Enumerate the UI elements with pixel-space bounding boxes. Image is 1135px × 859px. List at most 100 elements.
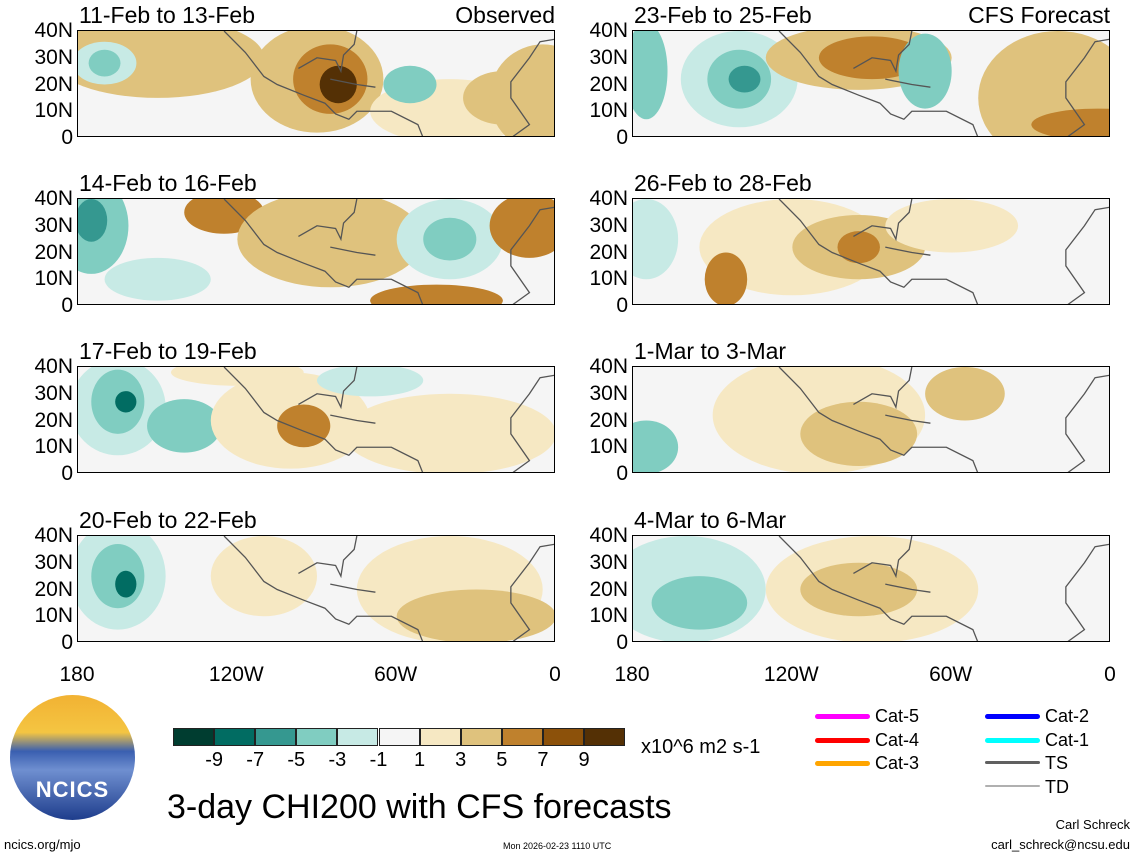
y-tick-label: 0 xyxy=(61,631,73,654)
contour-region xyxy=(423,217,477,261)
contour-region xyxy=(898,33,952,109)
colorbar-swatch xyxy=(460,728,502,746)
y-tick-label: 0 xyxy=(616,294,628,317)
author: Carl Schreck xyxy=(1055,817,1130,832)
y-tick-label: 40N xyxy=(589,19,628,42)
colorbar-label: -1 xyxy=(369,749,388,771)
coastline xyxy=(778,31,1109,136)
contour-region xyxy=(800,562,918,617)
coastline xyxy=(223,31,554,136)
x-tick-label: 120W xyxy=(763,663,819,686)
colorbar-swatch xyxy=(296,728,338,746)
contour-region xyxy=(633,31,668,120)
map-panel xyxy=(77,30,555,137)
y-tick-label: 10N xyxy=(34,99,73,123)
y-tick-label: 10N xyxy=(34,267,73,291)
contour-region xyxy=(1004,549,1109,641)
y-tick-label: 10N xyxy=(34,435,73,459)
legend-label: TS xyxy=(1045,753,1069,773)
contour-region xyxy=(704,252,748,304)
anomaly-contours xyxy=(78,31,554,136)
contour-region xyxy=(115,570,137,598)
y-tick-label: 40N xyxy=(34,524,73,547)
x-tick-label: 60W xyxy=(374,663,418,686)
colorbar-swatch xyxy=(337,728,379,746)
contour-region xyxy=(104,257,211,301)
legend-label: Cat-5 xyxy=(875,706,920,726)
colorbar-swatch xyxy=(419,728,461,746)
contour-region xyxy=(396,589,554,641)
contour-region xyxy=(237,199,424,288)
colorbar-swatch xyxy=(501,728,543,746)
contour-region xyxy=(800,401,918,466)
y-tick-label: 0 xyxy=(61,126,73,149)
y-tick-label: 30N xyxy=(34,381,73,405)
coastline xyxy=(778,199,1109,304)
figure-title: 3-day CHI200 with CFS forecasts xyxy=(167,788,672,826)
y-tick-label: 20N xyxy=(34,408,73,432)
map-panel xyxy=(632,30,1110,137)
map-panel xyxy=(632,535,1110,642)
colorbar-label: 3 xyxy=(455,749,467,771)
y-tick-label: 40N xyxy=(589,524,628,547)
colorbar-label: -9 xyxy=(205,749,223,771)
contour-region xyxy=(489,44,554,136)
y-tick-label: 20N xyxy=(589,577,628,601)
y-tick-label: 0 xyxy=(61,462,73,485)
ncics-logo: NCICS xyxy=(10,695,135,820)
y-tick-label: 30N xyxy=(34,213,73,237)
contour-region xyxy=(115,391,137,413)
colorbar-label: 9 xyxy=(578,749,590,771)
panel-tag: CFS Forecast xyxy=(968,2,1110,28)
panel-title: 17-Feb to 19-Feb xyxy=(79,338,257,364)
panel-title: 4-Mar to 6-Mar xyxy=(634,507,787,533)
y-tick-label: 10N xyxy=(589,267,628,291)
colorbar-label: -3 xyxy=(328,749,347,771)
colorbar-label: -5 xyxy=(287,749,306,771)
y-tick-label: 40N xyxy=(589,187,628,210)
colorbar-swatch xyxy=(542,728,584,746)
y-tick-label: 10N xyxy=(589,435,628,459)
map-panel xyxy=(632,198,1110,305)
y-tick-label: 20N xyxy=(34,240,73,264)
contour-region xyxy=(885,199,1019,253)
y-tick-label: 10N xyxy=(34,604,73,628)
y-tick-label: 20N xyxy=(589,408,628,432)
legend-line xyxy=(815,737,870,743)
y-tick-label: 30N xyxy=(34,45,73,69)
legend-line xyxy=(815,761,870,766)
colorbar-swatch xyxy=(214,728,256,746)
legend-line xyxy=(985,714,1040,719)
coastline xyxy=(223,367,554,472)
timestamp: Mon 2026-02-23 1110 UTC xyxy=(503,841,612,851)
contour-region xyxy=(633,199,679,280)
coastline xyxy=(778,536,1109,641)
contour-region xyxy=(633,420,679,472)
colorbar-swatch xyxy=(378,728,420,746)
panel-tag: Observed xyxy=(455,2,555,28)
y-tick-label: 20N xyxy=(34,577,73,601)
panel-title: 11-Feb to 13-Feb xyxy=(79,2,256,28)
anomaly-contours xyxy=(633,199,1109,304)
map-panel xyxy=(77,198,555,305)
contour-region xyxy=(88,49,121,77)
contour-region xyxy=(317,367,424,397)
panel-title: 14-Feb to 16-Feb xyxy=(79,170,257,196)
y-tick-label: 30N xyxy=(34,550,73,574)
contour-region xyxy=(383,65,437,104)
email: carl_schreck@ncsu.edu xyxy=(991,837,1130,852)
map-panel xyxy=(77,366,555,473)
legend-line xyxy=(985,784,1040,787)
y-tick-label: 30N xyxy=(589,213,628,237)
anomaly-contours xyxy=(78,367,554,472)
contour-region xyxy=(370,284,503,304)
y-tick-label: 40N xyxy=(34,355,73,378)
contour-region xyxy=(277,404,331,448)
contour-region xyxy=(651,576,748,630)
anomaly-contours xyxy=(633,31,1109,136)
contour-region xyxy=(147,399,222,453)
colorbar-label: 5 xyxy=(496,749,508,771)
y-tick-label: 40N xyxy=(589,355,628,378)
colorbar-label: 7 xyxy=(537,749,549,771)
